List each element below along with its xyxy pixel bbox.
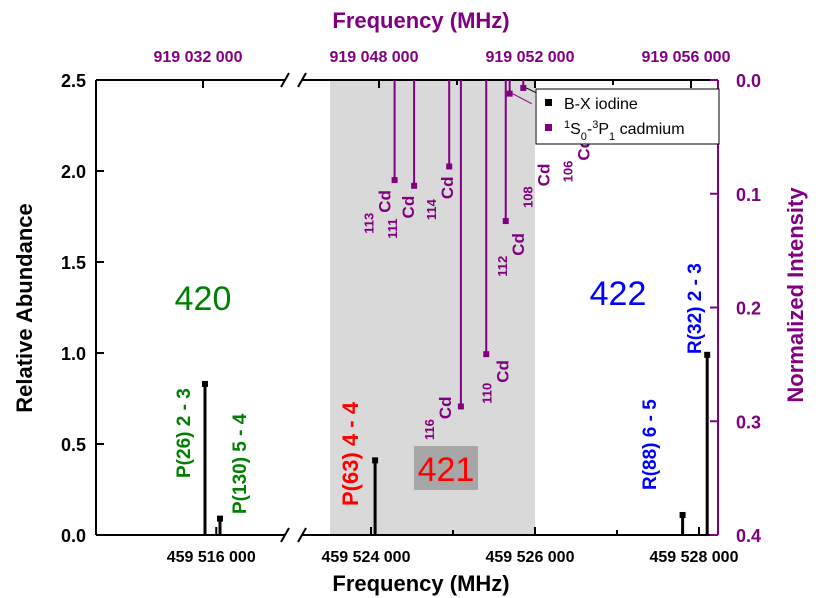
iodine-line-label: P(26) 2 - 3	[174, 388, 195, 478]
region-labels: 420 421 422	[175, 275, 647, 490]
bottom-axis-title: Frequency (MHz)	[332, 571, 509, 596]
bottom-tick-label: 459 524 000	[322, 549, 411, 566]
cadmium-line-label: 113Cd	[361, 190, 394, 234]
cadmium-element: Cd	[435, 396, 454, 419]
iodine-line-label: R(32) 2 - 3	[685, 263, 706, 354]
left-tick-label: 2.5	[61, 71, 86, 91]
iodine-line-label: P(63) 4 - 4	[338, 401, 363, 506]
left-tick-label: 1.0	[61, 344, 86, 364]
top-axis-title: Frequency (MHz)	[332, 8, 509, 33]
region-label-421-box	[414, 446, 478, 490]
iodine-line-label: R(88) 6 - 5	[640, 399, 661, 490]
top-tick-label: 919 052 000	[486, 49, 575, 66]
cadmium-mass-number: 106	[560, 161, 575, 183]
cadmium-marker	[520, 84, 527, 91]
iodine-marker	[679, 511, 686, 518]
legend-marker-iodine	[545, 99, 552, 106]
top-tick-label: 919 032 000	[154, 49, 243, 66]
legend-cd-p: P	[598, 121, 609, 138]
cadmium-element: Cd	[438, 176, 457, 199]
cadmium-element: Cd	[534, 164, 553, 187]
iodine-marker	[217, 515, 223, 522]
legend-cd-dash: -	[587, 121, 592, 138]
legend-cd-pre: 1	[564, 119, 570, 131]
cadmium-mass-number: 112	[494, 256, 509, 277]
legend-label-cadmium: 1S0-3P1 cadmium	[564, 119, 685, 143]
cadmium-mass-number: 111	[385, 218, 400, 238]
legend: B-X iodine 1S0-3P1 cadmium	[535, 88, 720, 145]
legend-cd-s: S	[570, 121, 581, 138]
region-label-420: 420	[175, 280, 232, 318]
axis-break-mark	[297, 527, 307, 543]
region-label-421: 421	[418, 451, 475, 489]
right-axis-title: Normalized Intensity	[783, 187, 808, 403]
cadmium-marker	[506, 90, 513, 97]
cadmium-line-label: 112Cd	[494, 233, 527, 277]
axis-break-mark	[280, 72, 290, 88]
axis-break-mark	[297, 72, 307, 88]
iodine-marker	[704, 351, 711, 358]
cadmium-line-label: 111Cd	[385, 196, 418, 239]
cadmium-mass-number: 114	[424, 198, 439, 220]
cadmium-line-label: 108Cd	[520, 164, 553, 208]
cadmium-element: Cd	[508, 233, 527, 256]
cadmium-mass-number: 116	[421, 419, 436, 440]
right-tick-label: 0.3	[736, 412, 761, 432]
cadmium-mass-number: 110	[479, 383, 494, 404]
legend-marker-cadmium	[545, 124, 552, 131]
cadmium-element: Cd	[375, 190, 394, 213]
cadmium-marker	[502, 218, 509, 225]
left-tick-label: 2.0	[61, 162, 86, 182]
cadmium-element: Cd	[399, 196, 418, 219]
iodine-line-label: P(130) 5 - 4	[230, 413, 251, 514]
iodine-lines: P(26) 2 - 3 P(130) 5 - 4 P(63) 4 - 4 R(88) …	[174, 263, 711, 535]
cadmium-line-label: 116Cd	[421, 396, 454, 440]
cadmium-marker	[457, 403, 464, 410]
cadmium-marker	[391, 177, 398, 184]
cadmium-mass-number: 113	[361, 213, 376, 234]
right-tick-label: 0.2	[736, 299, 761, 319]
left-axis-title: Relative Abundance	[12, 203, 37, 412]
legend-cd-sub0: 0	[581, 131, 587, 143]
cadmium-marker	[411, 182, 418, 189]
right-tick-label: 0.4	[736, 526, 761, 546]
left-tick-label: 0.5	[61, 435, 86, 455]
axis-break-mark	[280, 527, 290, 543]
cadmium-marker	[483, 351, 490, 358]
iodine-marker	[202, 380, 208, 387]
cadmium-line-label: 114Cd	[424, 176, 457, 220]
left-tick-label: 0.0	[61, 526, 86, 546]
left-tick-label: 1.5	[61, 253, 86, 273]
cadmium-marker	[446, 163, 453, 170]
top-tick-label: 919 048 000	[330, 49, 419, 66]
region-label-422: 422	[590, 275, 647, 313]
right-tick-label: 0.1	[736, 185, 761, 205]
axes: 0.0 0.5 1.0 1.5 2.0 2.5 0.0 0.1 0.2 0.3 0.4 459 516…	[61, 49, 761, 566]
right-tick-label: 0.0	[736, 71, 761, 91]
cadmium-mass-number: 108	[520, 186, 535, 208]
cadmium-pointer	[512, 93, 532, 105]
top-tick-label: 919 056 000	[642, 49, 731, 66]
cadmium-element: Cd	[493, 360, 512, 383]
legend-cd-pre2: 3	[592, 119, 598, 131]
bottom-tick-label: 459 516 000	[167, 549, 256, 566]
legend-box	[535, 88, 720, 145]
cadmium-line-label: 110Cd	[479, 360, 512, 404]
legend-label-iodine: B-X iodine	[564, 96, 638, 113]
iodine-marker	[372, 457, 379, 464]
bottom-tick-label: 459 526 000	[486, 549, 575, 566]
legend-cd-sub1: 1	[609, 131, 615, 143]
bottom-tick-label: 459 528 000	[650, 549, 739, 566]
legend-cd-post: cadmium	[615, 121, 684, 138]
